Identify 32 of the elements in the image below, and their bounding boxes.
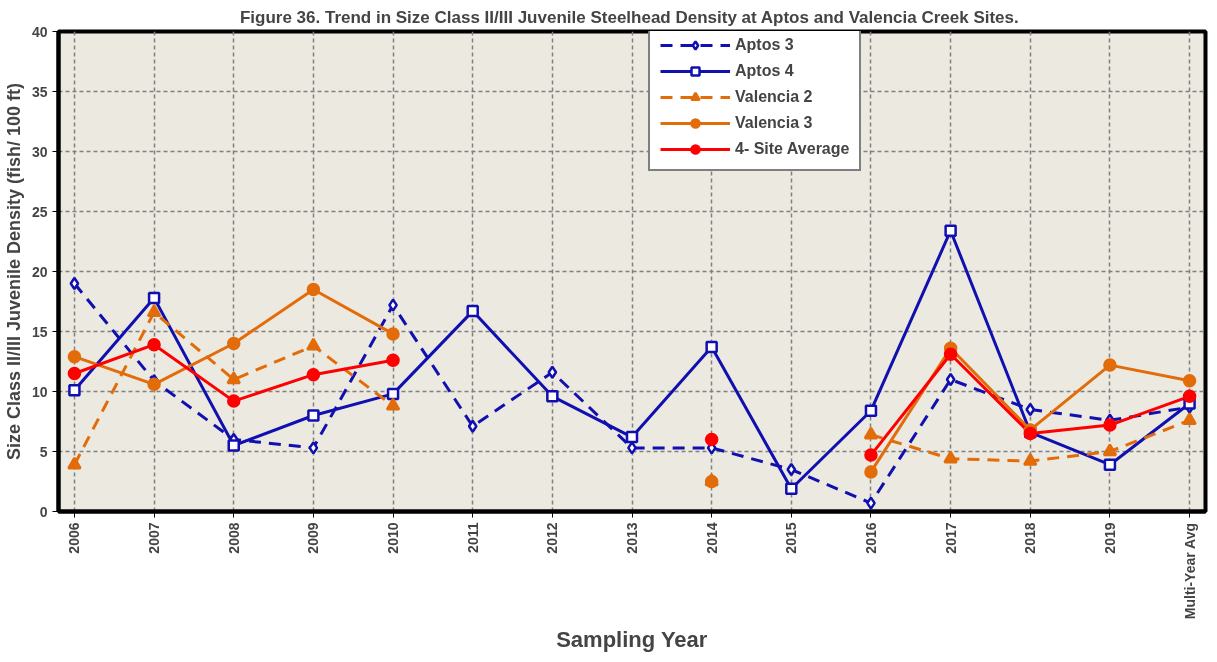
y-tick-label: 10 [31,383,48,400]
x-tick-label: 2015 [783,522,800,554]
x-tick-label: 2018 [1022,522,1039,554]
legend-label: 4- Site Average [735,140,850,158]
x-tick-label: 2013 [624,522,640,554]
x-tick-label: 2009 [305,522,322,554]
x-tick-label: 2006 [66,522,83,554]
y-tick-label: 20 [31,263,48,280]
chart-title: Figure 36. Trend in Size Class II/III Juvenile Steelhead Density at Aptos and Valencia Creek Sites. [239,7,1019,27]
y-tick-label: 25 [31,203,48,220]
x-tick-label: 2011 [464,522,481,553]
x-tick-label: 2019 [1101,522,1118,554]
x-tick-label: 2016 [862,522,879,554]
x-tick-label: 2007 [146,522,163,554]
x-tick-label: 2012 [544,522,561,554]
y-tick-label: 5 [39,443,48,460]
legend-label: Aptos 4 [735,62,794,80]
x-axis-title: Sampling Year [556,627,708,653]
x-tick-label: Multi-Year Avg [1181,523,1198,620]
x-tick-label: 2010 [385,522,402,554]
y-tick-label: 30 [31,143,48,160]
legend-label: Valencia 2 [735,88,813,106]
y-tick-label: 40 [31,23,48,40]
x-tick-label: 2017 [942,522,959,554]
x-tick-label: 2008 [225,522,242,554]
y-tick-label: 35 [31,83,48,100]
y-tick-label: 0 [39,503,48,520]
x-tick-label: 2014 [703,522,720,554]
legend-label: Aptos 3 [735,36,794,54]
y-tick-label: 15 [31,323,48,340]
legend-label: Valencia 3 [735,114,813,132]
y-axis-title: Size Class II/III Juvenile Density (fish/ 100 ft) [3,82,24,461]
